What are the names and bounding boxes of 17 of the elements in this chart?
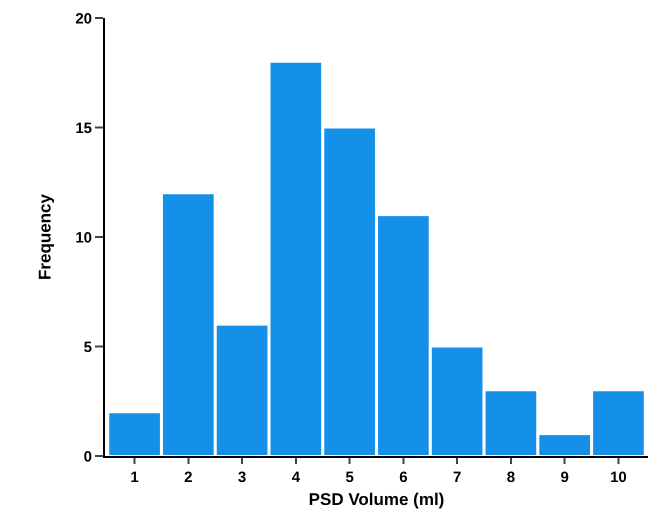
y-tick-label: 20 <box>75 10 92 28</box>
x-tick-label: 5 <box>345 469 354 486</box>
x-tick-label: 7 <box>452 469 462 486</box>
y-tick-label: 0 <box>84 448 92 466</box>
x-tick-label: 6 <box>399 469 408 486</box>
y-tick-label: 5 <box>84 338 92 356</box>
x-axis-title: PSD Volume (ml) <box>308 490 444 509</box>
y-tick-label: 15 <box>75 120 92 137</box>
x-tick-label: 1 <box>130 469 139 486</box>
y-axis-title: Frequency <box>35 193 54 280</box>
x-tick-label: 3 <box>238 469 246 486</box>
y-tick-label: 10 <box>75 229 92 246</box>
x-tick-label: 10 <box>610 469 627 486</box>
x-tick-label: 4 <box>292 469 301 486</box>
x-tick-label: 2 <box>184 469 192 486</box>
x-tick-label: 9 <box>560 469 569 486</box>
x-tick-label: 8 <box>506 469 516 486</box>
